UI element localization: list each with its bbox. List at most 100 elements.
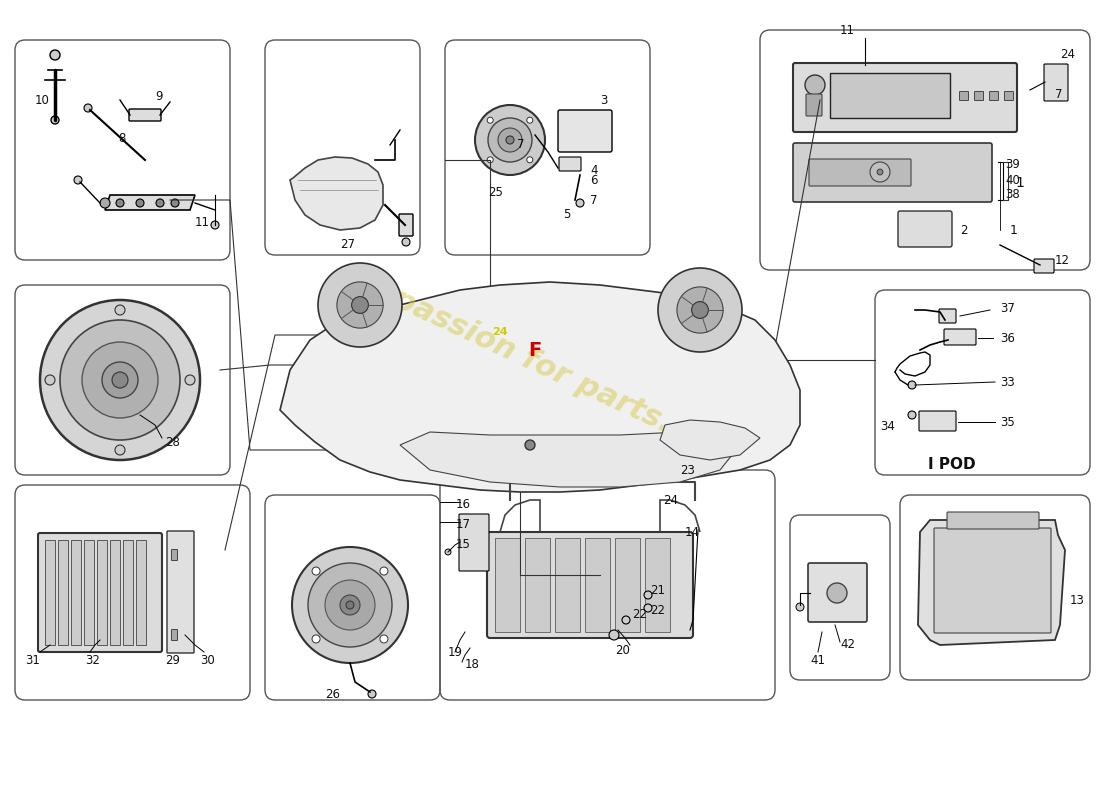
Text: 24: 24 [663,494,678,506]
FancyBboxPatch shape [990,91,999,101]
Circle shape [487,118,493,123]
Text: 25: 25 [488,186,503,198]
Circle shape [346,601,354,609]
Text: 22: 22 [632,609,647,622]
FancyBboxPatch shape [1034,259,1054,273]
Circle shape [352,297,368,314]
Circle shape [324,580,375,630]
FancyBboxPatch shape [129,109,161,121]
Text: 11: 11 [195,215,210,229]
Text: 6: 6 [590,174,597,186]
Circle shape [692,302,708,318]
Text: 8: 8 [118,131,125,145]
Text: 10: 10 [35,94,50,106]
Circle shape [446,549,451,555]
Text: 7: 7 [1055,89,1063,102]
FancyBboxPatch shape [975,91,983,101]
Circle shape [156,199,164,207]
Circle shape [170,199,179,207]
Text: 2: 2 [960,223,968,237]
FancyBboxPatch shape [939,309,956,323]
Circle shape [308,563,392,647]
Text: 5: 5 [562,209,570,222]
Circle shape [609,630,619,640]
Text: 39: 39 [1005,158,1020,171]
Circle shape [796,603,804,611]
FancyBboxPatch shape [585,538,611,632]
Circle shape [102,362,138,398]
Circle shape [100,198,110,208]
Circle shape [908,381,916,389]
Text: 3: 3 [600,94,607,106]
Circle shape [74,176,82,184]
Text: I POD: I POD [928,457,976,472]
Text: a passion for parts.com: a passion for parts.com [360,271,740,469]
Circle shape [506,136,514,144]
FancyBboxPatch shape [84,540,94,645]
Text: 30: 30 [200,654,214,666]
Polygon shape [660,420,760,460]
FancyBboxPatch shape [947,512,1040,529]
FancyBboxPatch shape [39,533,162,652]
Text: 7: 7 [590,194,597,206]
Text: 1: 1 [1010,223,1018,237]
FancyBboxPatch shape [172,630,177,641]
FancyBboxPatch shape [72,540,81,645]
Text: 38: 38 [1005,189,1020,202]
Circle shape [488,118,532,162]
Circle shape [82,342,158,418]
Circle shape [312,567,320,575]
FancyBboxPatch shape [645,538,670,632]
Text: 33: 33 [1000,375,1014,389]
Circle shape [877,169,883,175]
FancyBboxPatch shape [97,540,107,645]
FancyBboxPatch shape [556,538,580,632]
Circle shape [576,199,584,207]
FancyBboxPatch shape [558,110,612,152]
Circle shape [475,105,544,175]
Circle shape [379,635,388,643]
Text: 41: 41 [810,654,825,666]
Text: 24: 24 [1060,49,1075,62]
Circle shape [644,604,652,612]
Text: 35: 35 [1000,415,1014,429]
Text: 19: 19 [448,646,463,658]
Circle shape [908,411,916,419]
Circle shape [40,300,200,460]
FancyBboxPatch shape [959,91,968,101]
Text: 20: 20 [615,643,630,657]
Circle shape [658,268,742,352]
Polygon shape [290,157,383,230]
Circle shape [60,320,180,440]
Circle shape [312,635,320,643]
FancyBboxPatch shape [487,532,693,638]
Text: 14: 14 [685,526,700,538]
FancyBboxPatch shape [615,538,640,632]
Circle shape [379,567,388,575]
FancyBboxPatch shape [808,563,867,622]
Circle shape [116,305,125,315]
FancyBboxPatch shape [399,214,412,236]
Text: 9: 9 [155,90,163,103]
FancyBboxPatch shape [495,538,520,632]
Text: 37: 37 [1000,302,1015,314]
FancyBboxPatch shape [898,211,952,247]
Circle shape [402,238,410,246]
Text: 32: 32 [85,654,100,666]
Text: 36: 36 [1000,331,1015,345]
Text: 40: 40 [1005,174,1020,186]
Circle shape [340,595,360,615]
Polygon shape [918,520,1065,645]
FancyBboxPatch shape [934,528,1050,633]
Text: 1: 1 [1015,176,1024,190]
FancyBboxPatch shape [172,550,177,561]
Circle shape [185,375,195,385]
FancyBboxPatch shape [830,73,950,118]
Circle shape [644,591,652,599]
Circle shape [337,282,383,328]
Text: 22: 22 [650,603,666,617]
FancyBboxPatch shape [808,159,911,186]
Circle shape [870,162,890,182]
Circle shape [527,118,532,123]
Text: 11: 11 [840,23,855,37]
